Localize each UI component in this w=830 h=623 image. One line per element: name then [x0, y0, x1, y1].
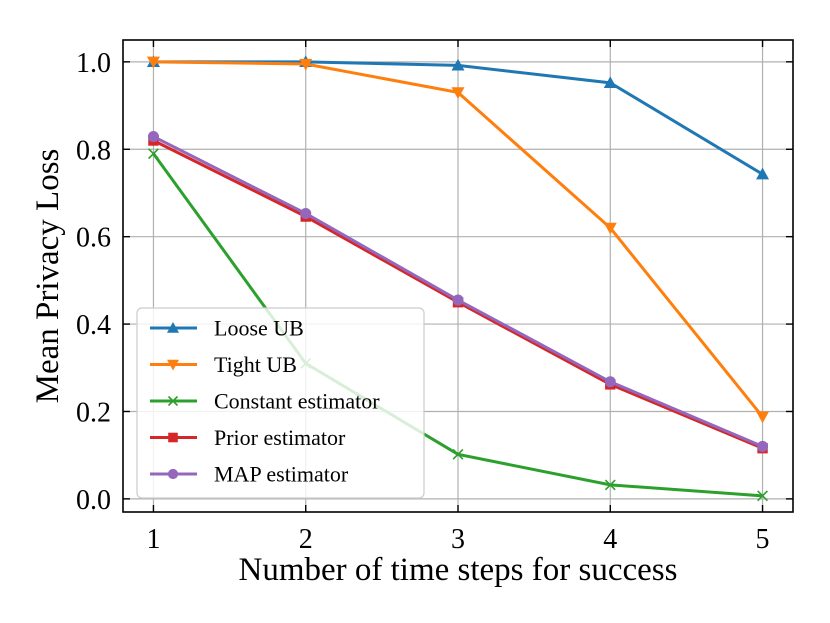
marker-triangle-down [146, 56, 160, 69]
x-axis-label: Number of time steps for success [239, 552, 678, 588]
marker-square [168, 432, 178, 443]
y-tick-label: 1.0 [76, 48, 111, 79]
legend-box [136, 307, 425, 499]
legend-label: Constant estimator [214, 389, 380, 414]
x-tick-label: 5 [756, 524, 770, 555]
marker-triangle-up [451, 58, 465, 71]
legend-item: Loose UB [150, 316, 304, 341]
marker-x-stroke [148, 148, 159, 160]
marker-x [148, 148, 159, 160]
marker-triangle-down [756, 411, 770, 424]
marker-x-stroke [757, 490, 768, 502]
y-tick-label: 0.6 [76, 223, 111, 254]
marker-triangle-up [167, 322, 179, 333]
marker-circle [757, 440, 769, 452]
legend-label: Tight UB [214, 352, 297, 377]
x-tick-label: 4 [603, 524, 617, 555]
series-1 [146, 56, 770, 424]
marker-triangle-up [603, 76, 617, 89]
x-tick-label: 1 [146, 524, 160, 555]
series-lines [146, 55, 770, 502]
legend-label: Prior estimator [214, 425, 346, 450]
legend-label: MAP estimator [214, 462, 349, 487]
marker-x-stroke [167, 395, 179, 407]
marker-x [604, 479, 616, 491]
legend-item: Tight UB [150, 352, 297, 377]
legend-label: Loose UB [214, 316, 304, 341]
marker-circle [452, 294, 464, 306]
legend-item: MAP estimator [150, 462, 349, 487]
marker-x [757, 490, 768, 502]
marker-circle [604, 376, 616, 388]
marker-x-stroke [604, 479, 616, 491]
marker-triangle-down [299, 58, 313, 71]
y-tick-label: 0.4 [76, 310, 111, 341]
y-tick-label: 0.8 [76, 135, 111, 166]
axis-ticks: 1 2 3 4 5 0.0 0.2 0.4 0.6 0.8 1.0 [76, 40, 793, 555]
y-tick-label: 0.0 [76, 485, 111, 516]
x-tick-label: 3 [451, 524, 465, 555]
legend-item: Prior estimator [150, 425, 346, 450]
marker-x [452, 448, 464, 460]
marker-triangle-up [756, 167, 770, 180]
marker-circle [167, 468, 179, 480]
legend-item: Constant estimator [150, 389, 380, 414]
marker-triangle-down [451, 87, 465, 99]
y-tick-label: 0.2 [76, 397, 111, 428]
marker-x-stroke [452, 448, 464, 460]
legend: Loose UB Tight UB Constant estimator Prior … [136, 307, 425, 499]
marker-circle [147, 131, 159, 143]
marker-triangle-down [603, 222, 617, 235]
series-4 [147, 131, 769, 452]
y-axis-label: Mean Privacy Loss [30, 149, 66, 404]
x-tick-label: 2 [299, 524, 313, 555]
marker-circle [300, 207, 312, 220]
marker-x [167, 395, 179, 407]
marker-triangle-down [167, 359, 179, 371]
